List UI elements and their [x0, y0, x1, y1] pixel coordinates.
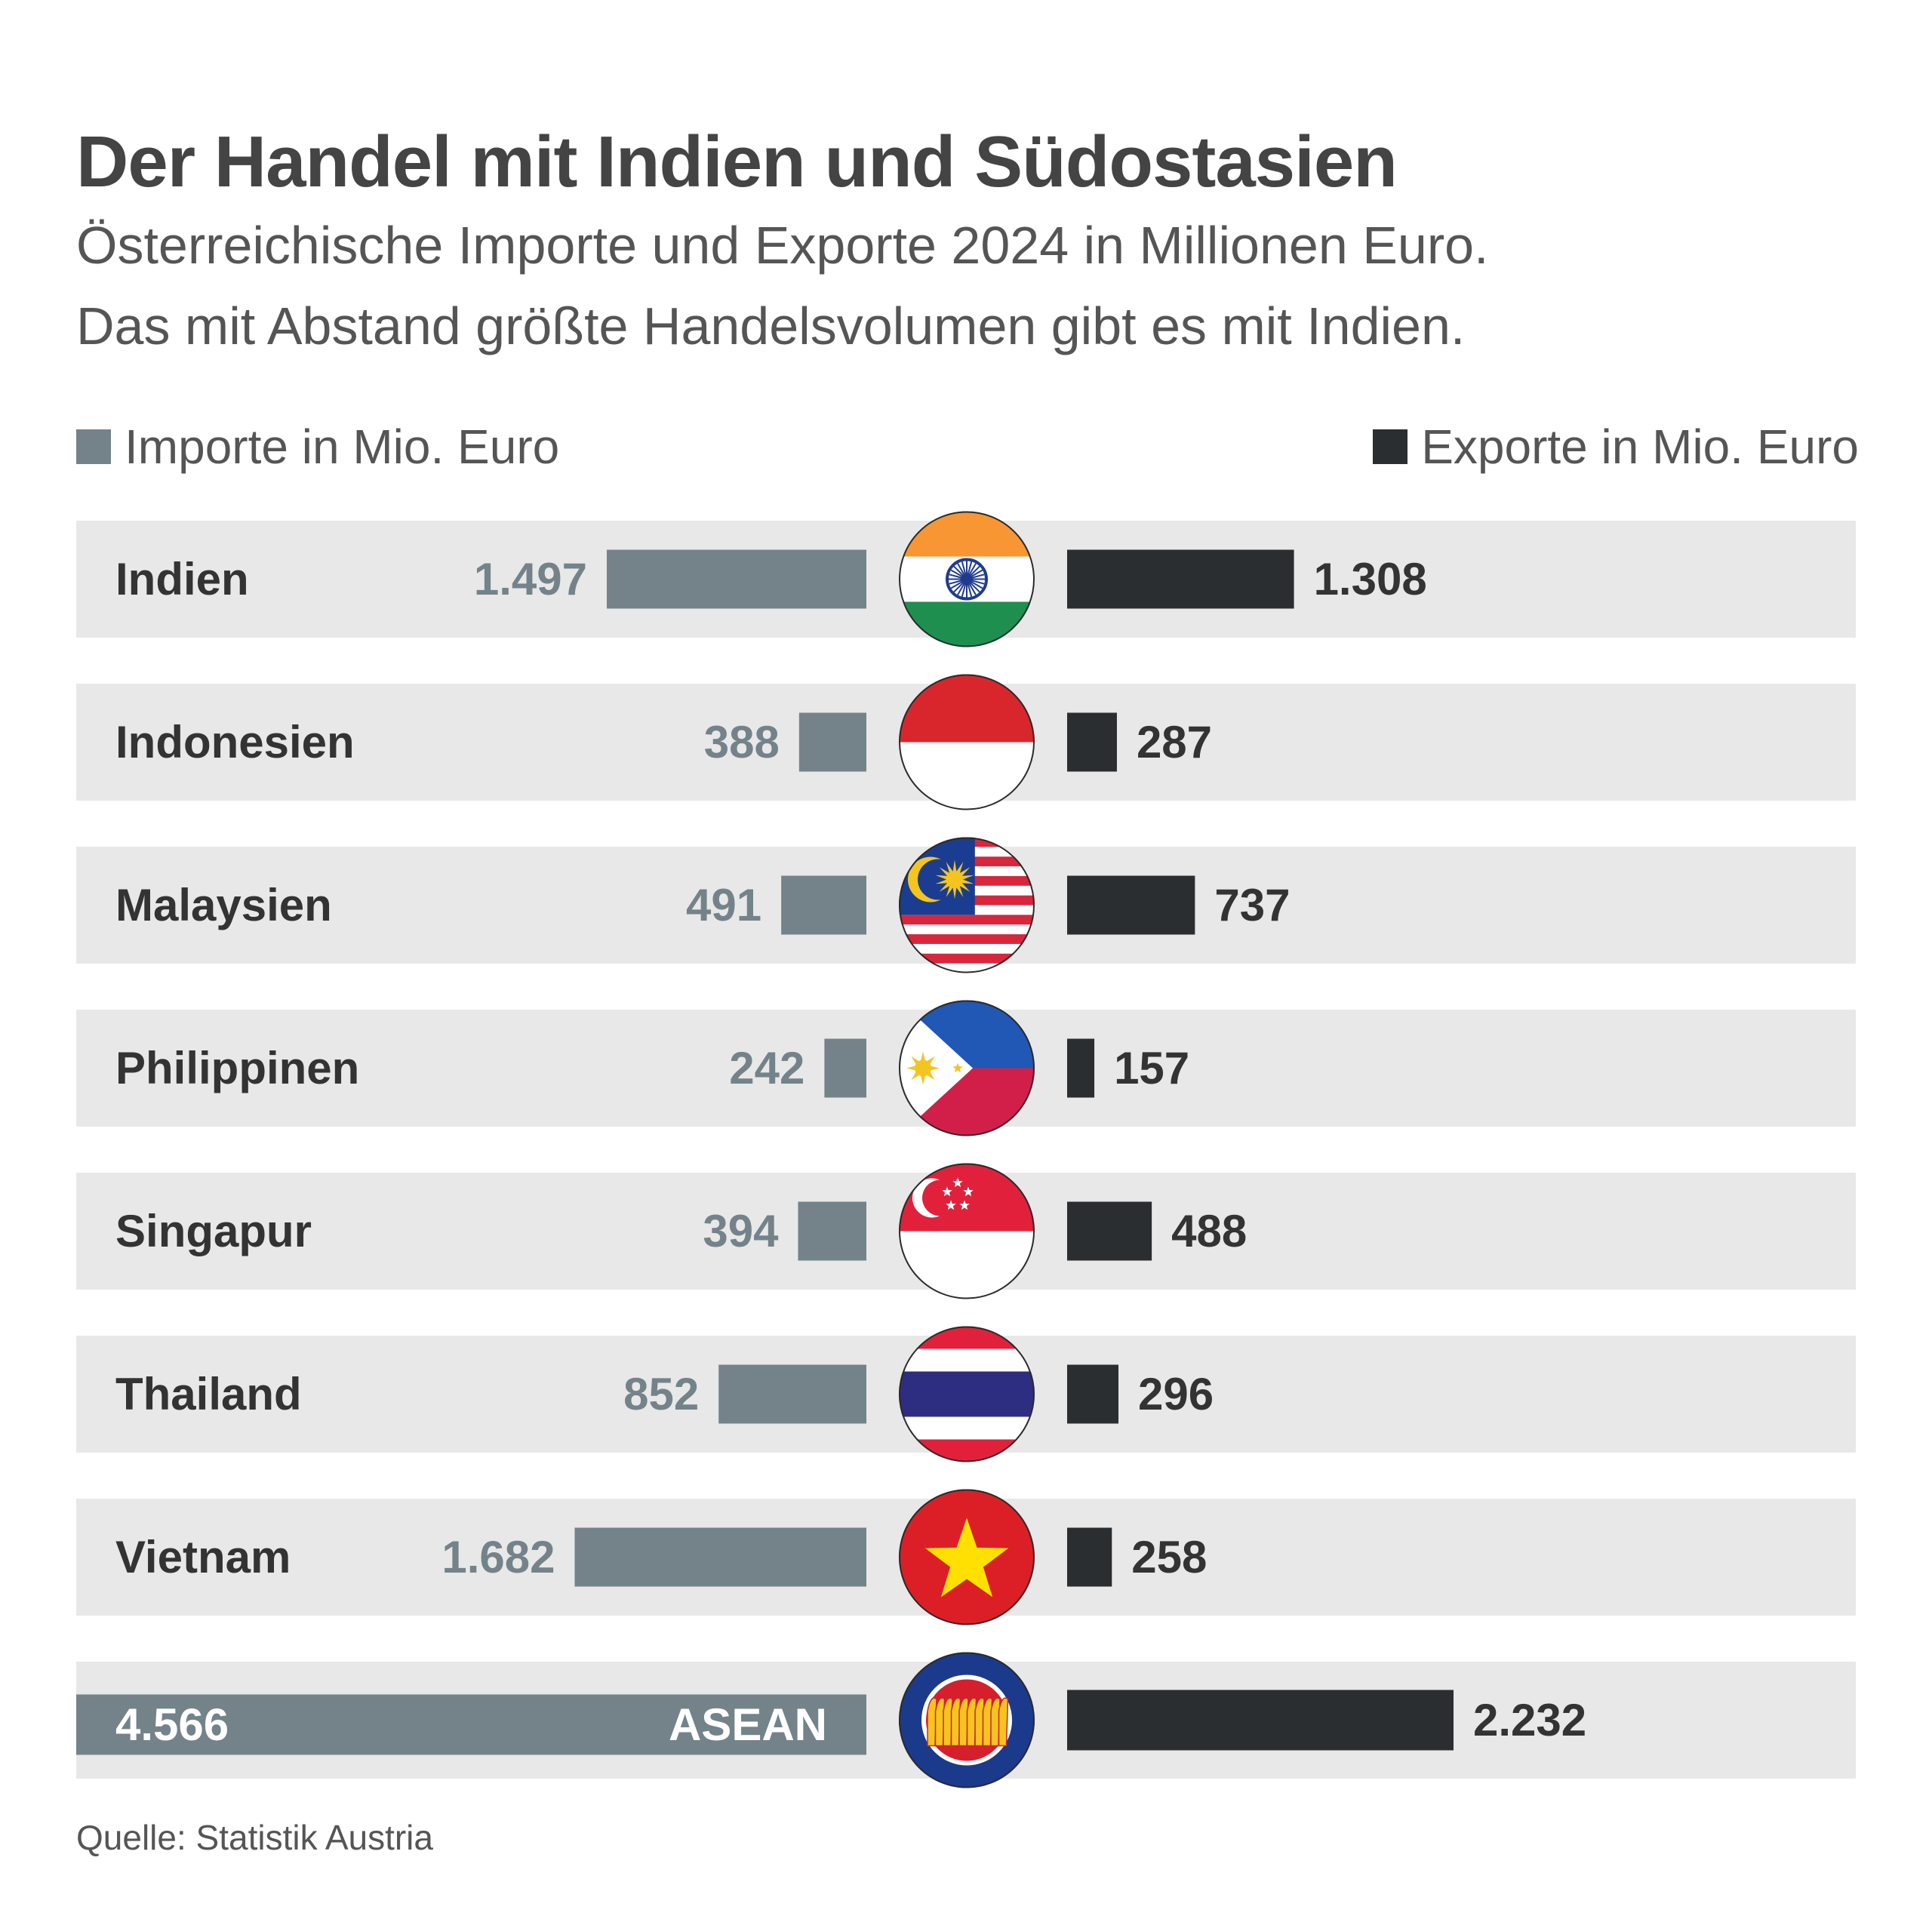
vietnam-flag-icon [899, 1489, 1035, 1625]
legend-imports: Importe in Mio. Euro [76, 419, 559, 475]
chart-title: Der Handel mit Indien und Südostasien [76, 121, 1398, 202]
philippines-flag-icon [899, 1000, 1035, 1136]
legend-imports-swatch [76, 429, 111, 464]
legend-imports-label: Importe in Mio. Euro [125, 420, 560, 474]
thailand-flag-icon [899, 1326, 1035, 1462]
legend-exports: Exporte in Mio. Euro [1373, 419, 1859, 475]
singapore-flag-icon [899, 1163, 1035, 1299]
legend-exports-swatch [1373, 429, 1408, 464]
malaysia-flag-icon [899, 837, 1035, 973]
export-value-malaysien: 737 [1214, 880, 1290, 930]
indonesia-flag-icon [899, 674, 1035, 810]
import-value-vietnam: 1.682 [441, 1532, 555, 1582]
country-label-singapur: Singapur [115, 1206, 312, 1256]
import-value-philippinen: 242 [729, 1043, 804, 1093]
country-label-malaysien: Malaysien [115, 880, 332, 930]
country-label-asean: ASEAN [669, 1699, 827, 1750]
import-bar-singapur [798, 1201, 866, 1261]
asean-emblem-icon [899, 1652, 1035, 1788]
export-bar-indien [1067, 549, 1294, 609]
export-value-thailand: 296 [1138, 1369, 1214, 1419]
import-value-indien: 1.497 [474, 554, 587, 604]
legend-exports-label: Exporte in Mio. Euro [1421, 420, 1859, 474]
export-value-vietnam: 258 [1131, 1532, 1207, 1582]
import-value-thailand: 852 [623, 1369, 699, 1419]
import-value-singapur: 394 [703, 1206, 779, 1256]
india-flag-icon [899, 511, 1035, 647]
country-label-thailand: Thailand [115, 1369, 302, 1419]
export-bar-philippinen [1067, 1038, 1095, 1098]
source-note: Quelle: Statistik Austria [76, 1818, 433, 1857]
import-bar-malaysien [781, 875, 866, 935]
country-label-vietnam: Vietnam [115, 1532, 291, 1582]
export-bar-indonesien [1067, 712, 1117, 772]
import-bar-indonesien [798, 712, 866, 772]
export-value-indonesien: 287 [1137, 717, 1212, 767]
import-value-indonesien: 388 [704, 717, 780, 767]
export-value-philippinen: 157 [1114, 1043, 1189, 1093]
export-bar-singapur [1067, 1201, 1152, 1261]
import-bar-indien [607, 549, 866, 609]
import-value-malaysien: 491 [686, 880, 761, 930]
import-bar-thailand [718, 1364, 866, 1424]
export-bar-malaysien [1067, 875, 1195, 935]
export-value-singapur: 488 [1171, 1206, 1247, 1256]
chart-subtitle-line-1: Österreichische Importe und Exporte 2024… [76, 216, 1489, 275]
country-label-indien: Indien [115, 554, 249, 604]
export-bar-thailand [1067, 1364, 1119, 1424]
country-label-indonesien: Indonesien [115, 717, 355, 767]
chart-subtitle-line-2: Das mit Abstand größte Handelsvolumen gi… [76, 297, 1466, 355]
export-value-indien: 1.308 [1314, 554, 1427, 604]
import-value-asean: 4.566 [115, 1699, 229, 1750]
import-bar-vietnam [574, 1527, 866, 1587]
export-bar-asean [1067, 1690, 1454, 1751]
import-bar-asean [76, 1694, 866, 1755]
export-bar-vietnam [1067, 1527, 1112, 1587]
export-value-asean: 2.232 [1473, 1695, 1586, 1745]
country-label-philippinen: Philippinen [115, 1043, 359, 1093]
import-bar-philippinen [824, 1038, 866, 1098]
